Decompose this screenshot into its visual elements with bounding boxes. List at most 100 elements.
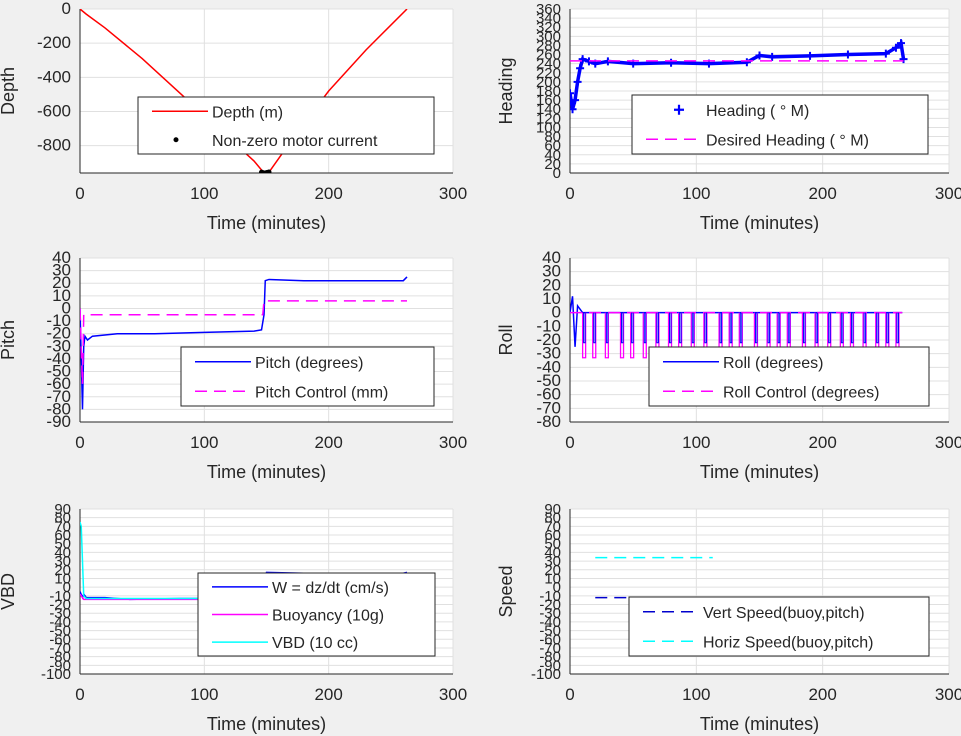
x-tick-label: 200 [314, 433, 342, 452]
y-axis-label: Roll [496, 324, 516, 355]
y-tick-label: -50 [539, 623, 561, 640]
roll-spike [656, 312, 659, 344]
y-tick-label: -60 [536, 385, 561, 404]
y-tick-label: -80 [46, 399, 71, 418]
x-axis-label: Time (minutes) [207, 213, 326, 233]
legend-label: Non-zero motor current [212, 133, 378, 150]
y-tick-label: -70 [49, 640, 71, 657]
subplot-2: 0 100 200 300020406080100120140160180200220… [496, 1, 961, 233]
y-tick-label: 240 [536, 56, 561, 73]
series-line [80, 9, 408, 173]
roll-spike [787, 312, 791, 344]
x-tick-label: 0 [75, 433, 84, 452]
y-tick-label: 340 [536, 10, 561, 27]
roll-spike [840, 312, 844, 344]
legend-label: Horiz Speed(buoy,pitch) [703, 634, 873, 651]
y-tick-label: -20 [49, 597, 71, 614]
roll-spike [767, 312, 771, 344]
x-tick-label: 0 [565, 685, 574, 704]
legend-label: VBD (10 cc) [272, 635, 358, 652]
x-tick-label: 100 [682, 685, 710, 704]
data-point [578, 55, 587, 64]
y-tick-label: 360 [536, 1, 561, 18]
y-tick-label: -20 [46, 324, 71, 343]
legend-label: Pitch Control (mm) [255, 384, 388, 401]
y-tick-label: -90 [49, 657, 71, 674]
y-tick-label: -40 [536, 357, 561, 376]
y-tick-label: -40 [46, 349, 71, 368]
y-tick-label: -70 [536, 398, 561, 417]
legend-label: Vert Speed(buoy,pitch) [703, 605, 865, 622]
data-point [768, 52, 777, 61]
y-tick-label: 10 [544, 570, 561, 587]
roll-spike [704, 312, 707, 344]
y-tick-label: 60 [544, 138, 561, 155]
x-tick-label: 200 [808, 184, 836, 203]
data-point [570, 105, 577, 114]
data-point [573, 77, 582, 86]
x-tick-label: 100 [190, 433, 218, 452]
y-tick-label: 90 [54, 501, 71, 518]
y-tick-label: -10 [539, 588, 561, 605]
roll-spike [669, 312, 672, 344]
y-tick-label: 0 [553, 579, 561, 596]
y-tick-label: -600 [37, 102, 71, 121]
y-tick-label: -100 [41, 666, 71, 683]
legend: Heading ( ° M) Desired Heading ( ° M) [631, 94, 929, 155]
data-point [891, 43, 900, 52]
data-point [667, 58, 676, 67]
y-tick-label: 10 [54, 570, 71, 587]
legend-marker [674, 104, 684, 115]
legend-marker [173, 137, 179, 143]
roll-spike [583, 312, 586, 344]
y-tick-label: 40 [52, 248, 71, 267]
roll-spike [896, 312, 899, 344]
series-line [80, 276, 408, 410]
y-tick-label: 30 [542, 262, 561, 281]
y-tick-label: -70 [539, 640, 561, 657]
y-tick-label: 220 [536, 65, 561, 82]
y-tick-label: 70 [54, 518, 71, 535]
y-tick-label: 10 [52, 286, 71, 305]
y-axis-label: Heading [496, 57, 516, 124]
roll-spike [815, 312, 819, 344]
roll-spike [719, 312, 723, 344]
data-point [881, 49, 890, 58]
y-tick-label: -20 [539, 597, 561, 614]
series-group [80, 9, 408, 173]
roll-spike [828, 312, 831, 344]
y-tick-label: 0 [62, 0, 71, 18]
y-tick-label: 80 [544, 129, 561, 146]
y-tick-label: 80 [54, 510, 71, 527]
y-tick-label: 120 [536, 110, 561, 127]
roll-spike [643, 312, 647, 344]
y-tick-label: -50 [46, 362, 71, 381]
roll-spike [777, 312, 781, 344]
y-tick-label: 30 [54, 553, 71, 570]
x-tick-label: 300 [935, 433, 961, 452]
y-tick-label: -10 [46, 311, 71, 330]
y-tick-label: 70 [544, 518, 561, 535]
y-tick-label: 0 [62, 298, 71, 317]
data-point [571, 96, 580, 105]
series-group [80, 276, 408, 410]
y-tick-label: -40 [539, 614, 561, 631]
data-point [755, 51, 764, 60]
legend-box [631, 94, 929, 155]
y-tick-label: 30 [544, 553, 561, 570]
y-axis-label: Depth [0, 67, 18, 115]
y-tick-label: 90 [544, 501, 561, 518]
data-point [266, 169, 272, 173]
y-tick-label: -800 [37, 136, 71, 155]
y-tick-label: -50 [536, 371, 561, 390]
x-tick-label: 200 [314, 184, 342, 203]
subplot-1: 0 100 200 300 0 -200 -400 -600 -800 Time (minutes… [0, 0, 467, 233]
y-tick-label: 20 [52, 273, 71, 292]
data-point [742, 58, 751, 67]
legend-label: Roll Control (degrees) [723, 384, 880, 401]
x-tick-label: 100 [190, 184, 218, 203]
roll-spike [739, 312, 743, 344]
y-tick-label: 20 [54, 562, 71, 579]
y-tick-label: 10 [542, 289, 561, 308]
legend-box [628, 596, 930, 657]
